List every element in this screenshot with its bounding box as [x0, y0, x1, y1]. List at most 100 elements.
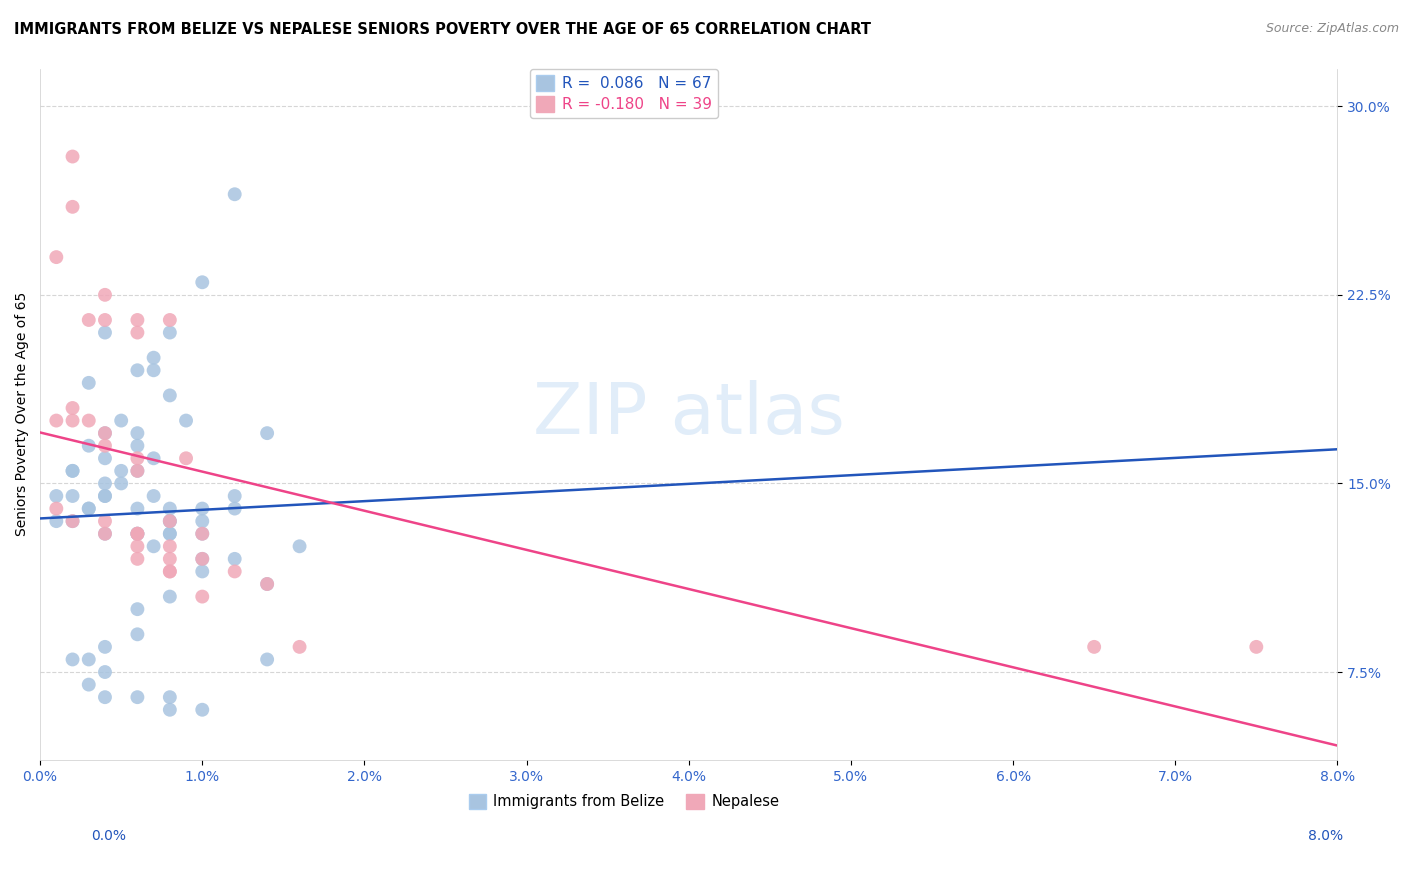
Point	[191, 526, 214, 541]
Point	[62, 149, 84, 163]
Point	[256, 577, 278, 591]
Point	[45, 514, 67, 528]
Point	[94, 451, 117, 466]
Point	[94, 514, 117, 528]
Point	[1246, 640, 1268, 654]
Point	[94, 439, 117, 453]
Point	[174, 451, 197, 466]
Point	[127, 526, 149, 541]
Point	[62, 464, 84, 478]
Point	[159, 690, 181, 705]
Point	[45, 250, 67, 264]
Point	[45, 489, 67, 503]
Point	[159, 703, 181, 717]
Point	[159, 514, 181, 528]
Point	[174, 413, 197, 427]
Point	[142, 351, 165, 365]
Point	[127, 539, 149, 553]
Point	[142, 363, 165, 377]
Point	[142, 489, 165, 503]
Point	[94, 326, 117, 340]
Point	[62, 489, 84, 503]
Y-axis label: Seniors Poverty Over the Age of 65: Seniors Poverty Over the Age of 65	[15, 293, 30, 536]
Point	[77, 313, 100, 327]
Point	[94, 426, 117, 441]
Point	[159, 526, 181, 541]
Point	[94, 476, 117, 491]
Point	[94, 665, 117, 679]
Point	[191, 501, 214, 516]
Point	[62, 514, 84, 528]
Point	[77, 501, 100, 516]
Point	[94, 526, 117, 541]
Point	[77, 652, 100, 666]
Point	[256, 577, 278, 591]
Point	[110, 464, 132, 478]
Point	[159, 565, 181, 579]
Point	[77, 677, 100, 691]
Point	[127, 526, 149, 541]
Point	[127, 313, 149, 327]
Point	[127, 526, 149, 541]
Point	[127, 501, 149, 516]
Point	[94, 526, 117, 541]
Point	[127, 451, 149, 466]
Point	[1083, 640, 1105, 654]
Point	[62, 464, 84, 478]
Text: 8.0%: 8.0%	[1308, 829, 1343, 843]
Point	[142, 539, 165, 553]
Point	[224, 565, 246, 579]
Point	[142, 451, 165, 466]
Point	[110, 413, 132, 427]
Point	[256, 652, 278, 666]
Point	[62, 413, 84, 427]
Point	[224, 489, 246, 503]
Point	[127, 552, 149, 566]
Point	[191, 590, 214, 604]
Point	[191, 514, 214, 528]
Point	[127, 464, 149, 478]
Point	[159, 326, 181, 340]
Point	[159, 514, 181, 528]
Point	[159, 526, 181, 541]
Point	[94, 489, 117, 503]
Point	[127, 464, 149, 478]
Point	[159, 565, 181, 579]
Point	[127, 363, 149, 377]
Point	[159, 501, 181, 516]
Point	[127, 627, 149, 641]
Point	[159, 388, 181, 402]
Point	[224, 187, 246, 202]
Point	[45, 501, 67, 516]
Point	[77, 439, 100, 453]
Point	[191, 565, 214, 579]
Point	[159, 514, 181, 528]
Point	[191, 526, 214, 541]
Point	[127, 326, 149, 340]
Point	[127, 690, 149, 705]
Point	[127, 426, 149, 441]
Text: 0.0%: 0.0%	[91, 829, 127, 843]
Point	[77, 501, 100, 516]
Point	[94, 489, 117, 503]
Point	[110, 476, 132, 491]
Point	[62, 401, 84, 415]
Point	[94, 640, 117, 654]
Point	[191, 552, 214, 566]
Point	[224, 552, 246, 566]
Point	[77, 376, 100, 390]
Point	[127, 439, 149, 453]
Point	[191, 275, 214, 289]
Point	[127, 602, 149, 616]
Point	[94, 426, 117, 441]
Text: ZIP atlas: ZIP atlas	[533, 380, 845, 449]
Point	[62, 514, 84, 528]
Point	[94, 288, 117, 302]
Point	[94, 313, 117, 327]
Point	[159, 313, 181, 327]
Point	[288, 539, 311, 553]
Point	[159, 590, 181, 604]
Point	[127, 526, 149, 541]
Point	[191, 552, 214, 566]
Point	[288, 640, 311, 654]
